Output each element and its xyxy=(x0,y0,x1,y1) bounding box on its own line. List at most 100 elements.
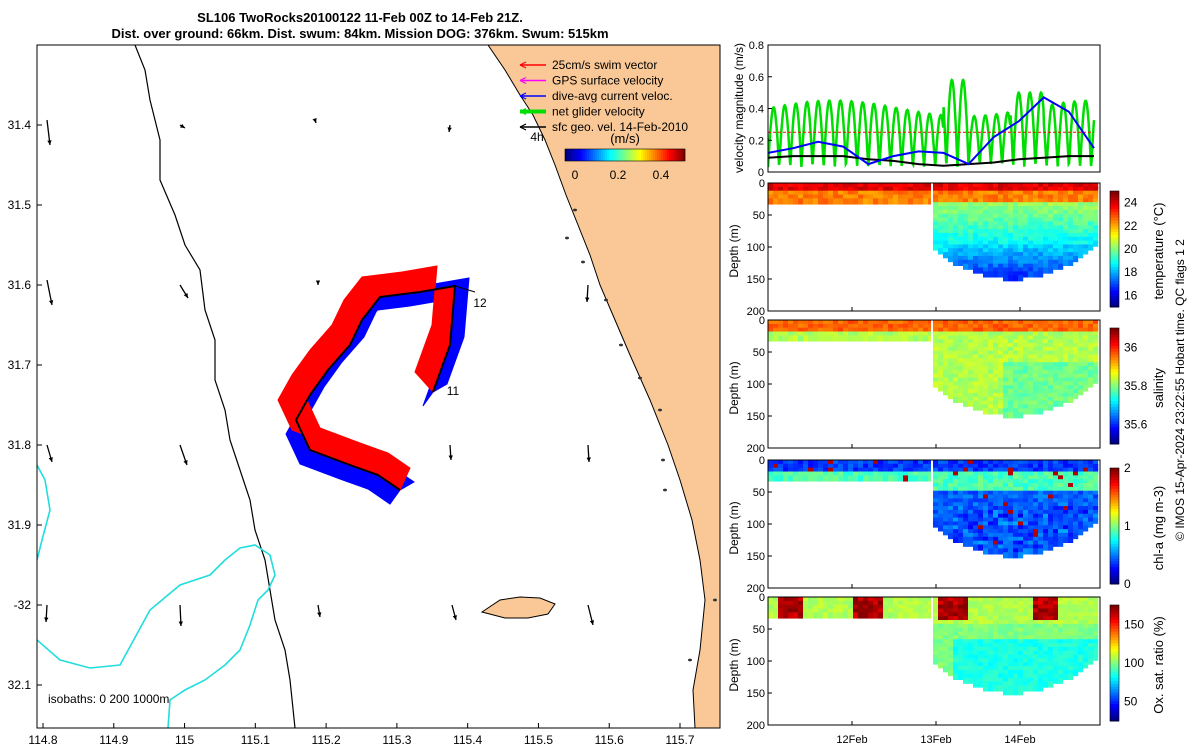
heatmap-cell xyxy=(1023,335,1029,342)
heatmap-cell xyxy=(1023,471,1029,478)
heatmap-cell xyxy=(978,673,984,680)
heatmap-cell xyxy=(1043,366,1049,373)
heatmap-cell xyxy=(958,467,964,474)
heatmap-cell xyxy=(1058,259,1064,266)
heatmap-cell xyxy=(1023,540,1029,547)
heatmap-cell xyxy=(943,479,949,486)
heatmap-cell xyxy=(958,339,964,346)
heatmap-cell xyxy=(808,186,814,194)
heatmap-cell xyxy=(1048,346,1054,354)
heatmap-cell xyxy=(993,343,999,350)
heatmap-cell xyxy=(1008,271,1014,278)
heatmap-cell xyxy=(1043,623,1049,631)
heatmap-cell xyxy=(953,643,959,650)
colorbar-tick-label: 2 xyxy=(1124,461,1131,475)
heatmap-cell xyxy=(998,366,1004,373)
heatmap-cell xyxy=(1063,483,1069,490)
heatmap-cell xyxy=(993,673,999,680)
heatmap-cell xyxy=(1038,681,1044,688)
heatmap-cell xyxy=(883,608,889,615)
heatmap-cell xyxy=(968,643,974,650)
heatmap-cell xyxy=(1023,209,1029,217)
colorbar-cell xyxy=(597,149,600,161)
heatmap-cell xyxy=(1093,369,1099,377)
heatmap-cell xyxy=(1053,639,1059,646)
heatmap-cell xyxy=(1013,362,1019,369)
heatmap-cell xyxy=(918,198,924,205)
heatmap-cell xyxy=(1053,604,1059,611)
heatmap-cell xyxy=(1058,639,1064,646)
heatmap-cell xyxy=(1048,248,1054,255)
heatmap-cell xyxy=(943,494,949,501)
heatmap-cell xyxy=(978,236,984,243)
heatmap-cell xyxy=(773,323,779,331)
heatmap-cell xyxy=(968,525,974,532)
heatmap-cell xyxy=(1023,666,1029,673)
heatmap-cell xyxy=(1088,320,1094,327)
heatmap-cell xyxy=(1043,486,1049,494)
heatmap-cell xyxy=(1013,627,1019,634)
heatmap-cell xyxy=(1093,608,1099,615)
heatmap-cell xyxy=(868,331,874,338)
heatmap-cell xyxy=(818,335,824,342)
heatmap-cell xyxy=(998,654,1004,661)
temperature-colorbar xyxy=(1109,190,1120,308)
heatmap-cell xyxy=(1048,616,1054,623)
heatmap-cell xyxy=(1078,202,1084,209)
heatmap-cell xyxy=(1083,213,1089,220)
heatmap-cell xyxy=(1063,381,1069,388)
heatmap-cell xyxy=(1083,616,1089,623)
heatmap-cell xyxy=(1023,612,1029,619)
heatmap-cell xyxy=(813,475,819,482)
colorbar-cell xyxy=(1110,243,1119,247)
heatmap-cell xyxy=(1023,385,1029,392)
heatmap-cell xyxy=(938,346,944,354)
heatmap-cell xyxy=(993,213,999,220)
colorbar-cell xyxy=(1110,214,1119,218)
colorbar-label: temperature (°C) xyxy=(1151,203,1166,300)
heatmap-cell xyxy=(1033,540,1039,547)
colorbar-cell xyxy=(601,149,604,161)
heatmap-cell xyxy=(988,396,994,403)
heatmap-cell xyxy=(973,498,979,505)
colorbar-cell xyxy=(1110,371,1119,375)
colorbar-tick-label: 0 xyxy=(1124,577,1131,591)
heatmap-cell xyxy=(1008,532,1014,540)
heatmap-cell xyxy=(1073,646,1079,654)
heatmap-cell xyxy=(958,631,964,638)
heatmap-cell xyxy=(998,186,1004,194)
heatmap-cell xyxy=(1083,202,1089,209)
heatmap-cell xyxy=(968,343,974,350)
heatmap-cell xyxy=(953,509,959,517)
heatmap-cell xyxy=(808,323,814,331)
colorbar-cell xyxy=(1110,231,1119,235)
heatmap-cell xyxy=(1013,232,1019,240)
heatmap-cell xyxy=(1018,600,1024,608)
heatmap-cell xyxy=(1033,521,1039,528)
heatmap-cell xyxy=(948,346,954,354)
heatmap-cell xyxy=(1093,627,1099,634)
heatmap-cell xyxy=(1068,494,1074,501)
heatmap-cell xyxy=(1083,236,1089,243)
colorbar-cell xyxy=(1110,339,1119,343)
heatmap-cell xyxy=(1063,183,1069,190)
heatmap-cell xyxy=(1073,221,1079,228)
colorbar-cell xyxy=(1110,508,1119,512)
heatmap-cell xyxy=(968,597,974,604)
heatmap-cell xyxy=(828,460,834,467)
heatmap-cell xyxy=(1018,529,1024,536)
heatmap-cell xyxy=(793,604,799,611)
heatmap-cell xyxy=(1003,327,1009,334)
heatmap-cell xyxy=(1033,654,1039,661)
heatmap-cell xyxy=(983,183,989,190)
heatmap-cell xyxy=(993,463,999,471)
heatmap-cell xyxy=(1063,600,1069,608)
heatmap-cell xyxy=(1033,658,1039,665)
heatmap-cell xyxy=(993,536,999,543)
heatmap-cell xyxy=(848,475,854,482)
heatmap-cell xyxy=(1053,198,1059,205)
heatmap-cell xyxy=(978,255,984,263)
heatmap-cell xyxy=(1078,627,1084,634)
heatmap-cell xyxy=(903,463,909,471)
heatmap-cell xyxy=(973,471,979,478)
